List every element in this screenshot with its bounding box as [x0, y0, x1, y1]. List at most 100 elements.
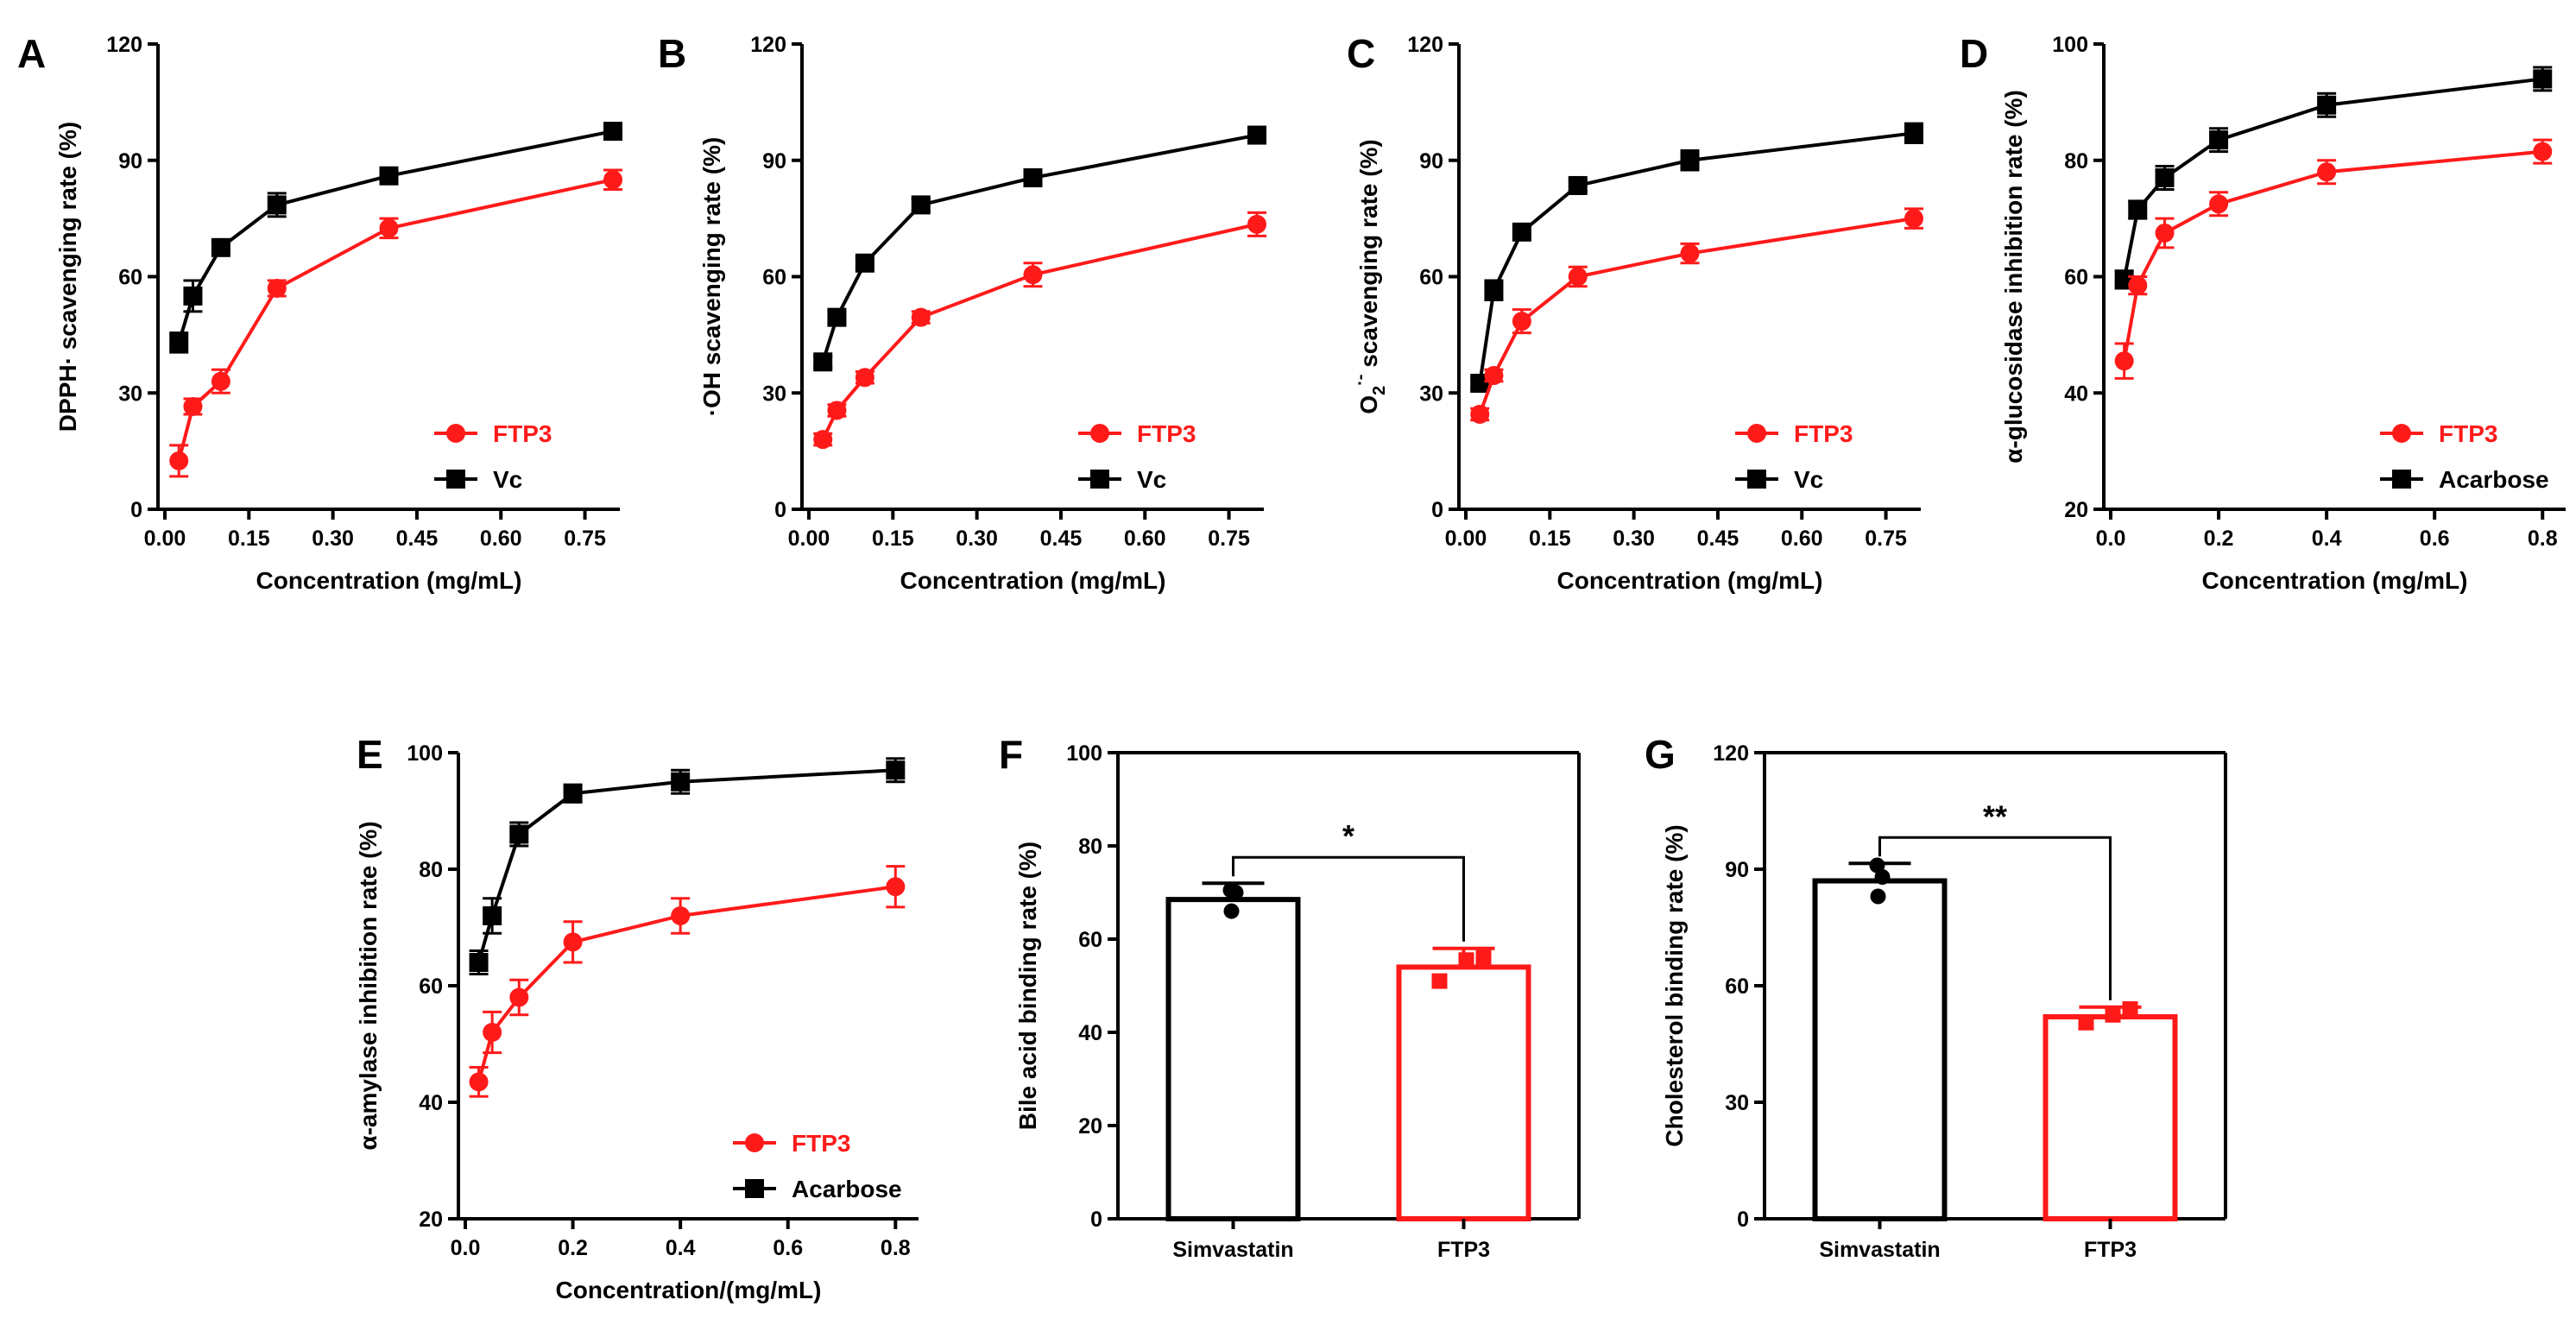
x-axis-title: Concentration (mg/mL)	[1557, 567, 1823, 594]
data-point	[563, 932, 583, 952]
replicate-point	[1458, 952, 1474, 968]
category-label: Simvastatin	[1819, 1238, 1940, 1262]
panel-d-glucosidase-chart: 20 40 60 80 100 0.0 0.2 0.4 0.6 0.8 Concentration …	[1960, 31, 2566, 594]
data-point	[1512, 312, 1531, 331]
data-point	[886, 877, 906, 897]
legend-entry-ftp3: FTP3	[434, 420, 552, 447]
x-tick-label: 0.30	[312, 527, 354, 551]
y-tick-label: 60	[2064, 266, 2088, 290]
data-point	[509, 824, 529, 844]
y-axis-title-part: scavenging rate (%)	[1355, 139, 1382, 374]
x-tick-label: 0.15	[872, 527, 914, 551]
replicate-point	[1431, 973, 1448, 989]
y-tick-label: 0	[130, 498, 142, 522]
panel-g-cholesterol-chart: 0 30 60 90 120 Cholesterol binding rate (%) G S…	[1645, 732, 2227, 1262]
series-line	[1478, 131, 1915, 384]
replicate-point	[2078, 1014, 2094, 1031]
data-point	[813, 430, 833, 450]
panel-letter: B	[658, 31, 686, 76]
data-point	[169, 332, 189, 352]
legend-label: FTP3	[1794, 420, 1853, 447]
data-point	[2128, 200, 2148, 220]
data-point	[603, 170, 622, 190]
data-point	[2128, 275, 2148, 295]
significance-bracket: **	[1878, 798, 2112, 1000]
x-tick-label: 0.00	[1445, 527, 1487, 551]
replicate-point	[1870, 888, 1886, 905]
data-point	[483, 1023, 502, 1042]
panel-letter: G	[1645, 732, 1676, 777]
panel-f-bile-acid-chart: 0 20 40 60 80 100 Bile acid binding rate (%) F S…	[999, 732, 1581, 1262]
y-tick-label: 30	[762, 382, 786, 406]
x-tick-label: 0.75	[1865, 527, 1907, 551]
data-point	[855, 368, 874, 388]
replicate-point	[2122, 1001, 2138, 1017]
series-vc	[169, 122, 622, 354]
data-point	[1568, 267, 1588, 287]
series-ftp3	[169, 168, 622, 478]
bar	[1812, 878, 1948, 1221]
legend-label: FTP3	[1137, 420, 1196, 447]
data-point	[469, 1072, 489, 1092]
data-point	[267, 278, 287, 298]
y-tick-label: 120	[750, 33, 786, 57]
x-axis-title: Concentration/(mg/mL)	[556, 1277, 822, 1303]
legend-label: FTP3	[493, 420, 552, 447]
x-tick-label: 0.75	[564, 527, 606, 551]
data-point	[509, 987, 529, 1007]
replicate-point	[1475, 949, 1492, 966]
replicate-point	[2105, 1006, 2121, 1023]
panel-letter: C	[1347, 31, 1375, 76]
legend-marker	[1747, 470, 1766, 489]
panel-b-oh-chart: 0 30 60 90 120 0.00 0.15 0.30 0.45 0.60 0.75 Concen…	[658, 31, 1266, 594]
data-point	[379, 166, 399, 186]
data-point	[1568, 175, 1588, 195]
data-point	[603, 122, 622, 142]
x-tick-label: 0.60	[480, 527, 522, 551]
y-tick-label: 0	[774, 498, 786, 522]
legend-marker	[1090, 470, 1109, 489]
series-ftp3	[813, 211, 1266, 450]
bracket-line	[1878, 836, 2112, 1000]
y-tick-label: 30	[1419, 382, 1443, 406]
legend-label: Acarbose	[792, 1176, 902, 1202]
legend-entry-vc: Vc	[434, 466, 522, 493]
data-point	[183, 396, 203, 416]
x-tick-label: 0.8	[881, 1236, 911, 1260]
panel-letter: A	[17, 31, 46, 76]
legend-entry-ftp3: FTP3	[2380, 420, 2497, 447]
panel-e-amylase-chart: 20 40 60 80 100 0.0 0.2 0.4 0.6 0.8 Concentration/…	[355, 732, 919, 1303]
bar-group-ftp3	[1396, 946, 1531, 1222]
legend-marker	[2392, 424, 2411, 443]
bracket-line	[1232, 855, 1465, 942]
x-tick-label: 0.30	[956, 527, 998, 551]
data-point	[911, 307, 931, 327]
y-axis-title: α-amylase inhibition rate (%)	[355, 821, 382, 1150]
data-point	[911, 195, 931, 215]
y-tick-label: 90	[118, 149, 142, 173]
bar-group-simvastatin	[1812, 857, 1948, 1221]
panel-letter: E	[357, 732, 383, 777]
panel-letter: D	[1960, 31, 1988, 76]
y-tick-label: 100	[2052, 33, 2088, 57]
y-tick-label: 60	[419, 975, 443, 999]
data-point	[2317, 95, 2337, 115]
data-point	[2114, 351, 2134, 371]
x-tick-label: 0.6	[2420, 527, 2450, 551]
x-tick-label: 0.4	[2312, 527, 2342, 551]
y-tick-label: 40	[419, 1091, 443, 1115]
series-acarbose	[469, 757, 906, 975]
series-vc	[813, 125, 1266, 372]
y-tick-label: 0	[1431, 498, 1443, 522]
x-tick-label: 0.45	[1040, 527, 1083, 551]
data-point	[1680, 243, 1700, 263]
legend-marker	[446, 424, 465, 443]
x-tick-label: 0.2	[558, 1236, 588, 1260]
bar	[1396, 964, 1531, 1222]
panel-c-superoxide-chart: 0 30 60 90 120 0.00 0.15 0.30 0.45 0.60 0.75 Concen…	[1347, 31, 1923, 594]
legend-entry-acarbose: Acarbose	[2380, 466, 2549, 493]
bar-group-simvastatin	[1165, 881, 1301, 1221]
series-ftp3	[1470, 207, 1923, 424]
data-point	[1470, 374, 1490, 394]
legend-marker	[745, 1133, 764, 1152]
